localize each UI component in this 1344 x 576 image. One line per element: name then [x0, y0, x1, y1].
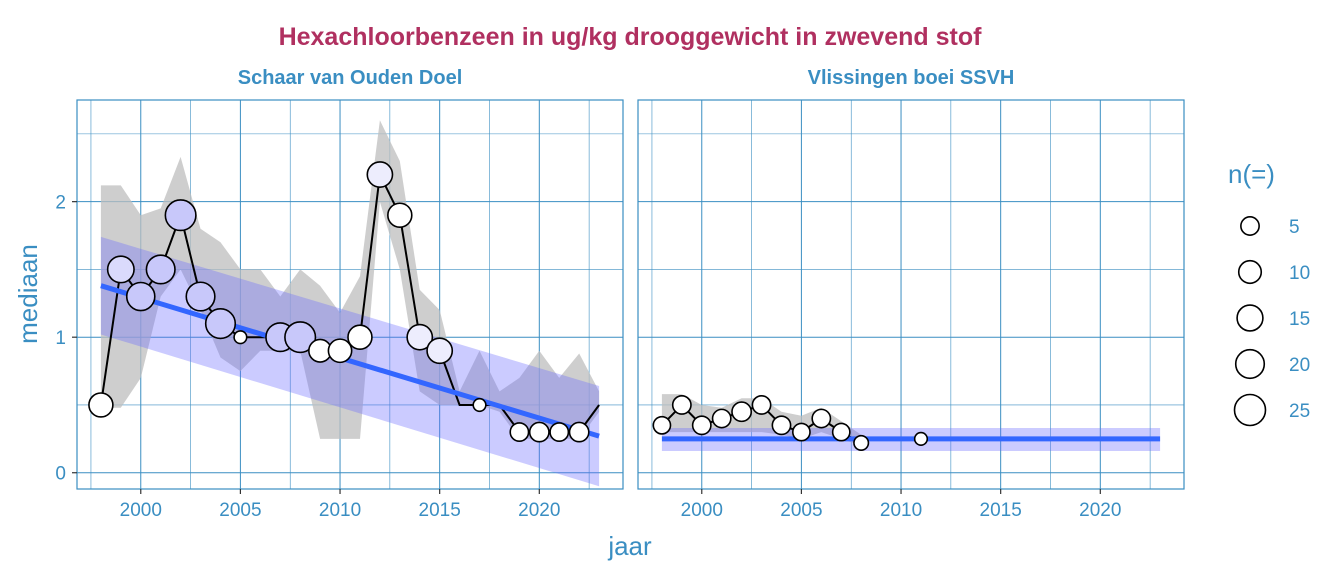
data-point	[406, 323, 434, 351]
x-tick-label: 2005	[780, 500, 822, 521]
panel-strip: Schaar van Ouden Doel	[238, 67, 463, 89]
data-point	[853, 434, 870, 451]
data-point	[913, 431, 929, 446]
data-point	[528, 421, 550, 443]
legend: n(=) 5 10 15 20 25	[1228, 159, 1310, 427]
x-tick-label: 2010	[880, 500, 922, 521]
y-tick-label: 0	[55, 464, 66, 485]
data-point	[831, 422, 851, 442]
x-tick-label: 2015	[419, 500, 461, 521]
data-point	[509, 422, 530, 443]
x-tick-label: 2000	[681, 500, 723, 521]
legend-label: 5	[1289, 217, 1300, 238]
legend-key	[1240, 216, 1260, 236]
data-point	[145, 254, 176, 285]
data-point	[125, 281, 156, 312]
range-band	[661, 394, 862, 446]
x-tick-label: 2020	[518, 500, 560, 521]
data-point	[792, 422, 811, 442]
data-point	[88, 392, 114, 418]
legend-label: 25	[1289, 401, 1310, 422]
x-tick-label: 2000	[120, 500, 162, 521]
x-tick-label: 2005	[219, 500, 261, 521]
trend-line	[100, 283, 600, 439]
x-tick-label: 2015	[980, 500, 1022, 521]
panel-border	[76, 99, 624, 490]
panel-border	[637, 99, 1185, 490]
data-point	[771, 415, 792, 436]
data-point	[811, 408, 832, 429]
data-point	[164, 199, 197, 232]
x-tick-label: 2010	[319, 500, 361, 521]
legend-key	[1234, 348, 1266, 380]
legend-label: 10	[1289, 263, 1310, 284]
chart-title: Hexachloorbenzeen in ug/kg drooggewicht …	[279, 23, 983, 51]
panel-strip: Vlissingen boei SSVH	[808, 67, 1015, 89]
grid	[638, 100, 1184, 489]
legend-title: n(=)	[1228, 159, 1275, 189]
data-point	[387, 202, 413, 228]
data-point	[426, 337, 454, 365]
data-point	[731, 401, 753, 423]
data-point	[284, 321, 317, 354]
data-point	[366, 161, 394, 188]
data-point	[691, 415, 712, 436]
data-point	[347, 324, 373, 350]
y-tick-label: 1	[55, 328, 66, 349]
legend-key	[1236, 304, 1264, 332]
data-point	[671, 395, 692, 415]
x-tick-label: 2020	[1079, 500, 1121, 521]
legend-label: 20	[1289, 355, 1310, 376]
data-point	[751, 395, 772, 415]
legend-key	[1233, 393, 1267, 427]
legend-label: 15	[1289, 309, 1310, 330]
x-axis-label: jaar	[607, 531, 652, 561]
data-point	[549, 422, 570, 443]
range-band	[100, 120, 600, 439]
data-point	[233, 330, 248, 345]
data-point	[204, 308, 237, 340]
data-point	[711, 408, 732, 429]
y-tick-label: 2	[55, 193, 66, 214]
data-point	[185, 281, 216, 312]
data-point	[106, 255, 135, 284]
data-point	[327, 338, 353, 364]
panel-2: Vlissingen boei SSVH 2000 2005 2010 2015 2020	[637, 67, 1185, 521]
data-point	[472, 397, 487, 413]
data-point	[652, 415, 672, 435]
data-point	[568, 421, 590, 443]
legend-key	[1237, 259, 1263, 285]
y-axis-label: mediaan	[13, 244, 43, 344]
